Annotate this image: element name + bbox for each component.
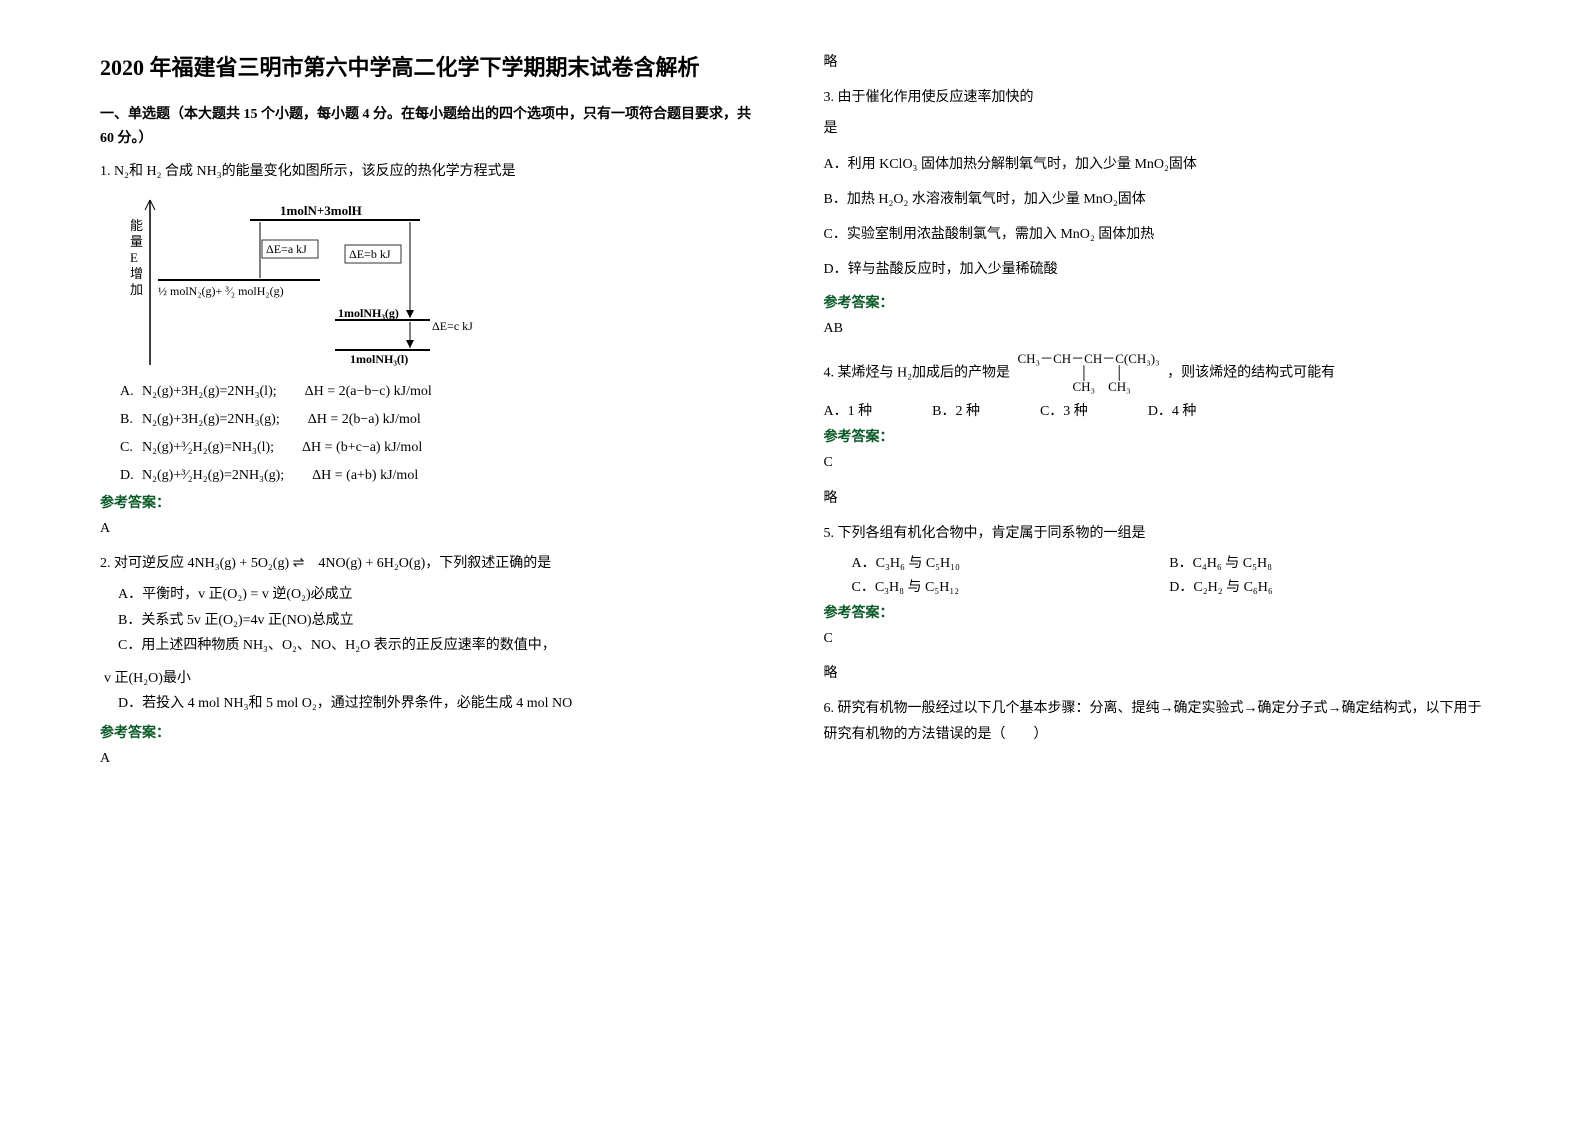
diagram-delta-a: ΔE=a kJ bbox=[266, 242, 307, 256]
q3-opt-C: C．实验室制用浓盐酸制氯气，需加入 MnO₂ 固体加热 bbox=[824, 222, 1488, 247]
q4-stem: 4. 某烯烃与 H₂加成后的产物是 CH₃－CH－CH－C(CH₃)₃ │ │ … bbox=[824, 352, 1488, 395]
right-column: 略 3. 由于催化作用使反应速率加快的 是 A．利用 KClO₃ 固体加热分解制… bbox=[824, 50, 1488, 1082]
q2-answer-label: 参考答案： bbox=[100, 722, 764, 742]
q6-stem: 6. 研究有机物一般经过以下几个基本步骤：分离、提纯→确定实验式→确定分子式→确… bbox=[824, 696, 1488, 746]
svg-text:量: 量 bbox=[130, 234, 143, 249]
q5-row2: C．C₃H₈ 与 C₅H₁₂ D．C₂H₂ 与 C₆H₆ bbox=[852, 576, 1488, 596]
q5-opt-D: D．C₂H₂ 与 C₆H₆ bbox=[1169, 576, 1487, 596]
q4-stem-pre: 4. 某烯烃与 H₂加成后的产物是 bbox=[824, 365, 1011, 380]
exam-title: 2020 年福建省三明市第六中学高二化学下学期期末试卷含解析 bbox=[100, 50, 764, 85]
q5-answer: C bbox=[824, 626, 1488, 651]
q2-opt-D: D．若投入 4 mol NH₃和 5 mol O₂，通过控制外界条件，必能生成 … bbox=[100, 691, 764, 716]
svg-text:加: 加 bbox=[130, 282, 143, 297]
q2-opt-C-cont: v 正(H₂O)最小 bbox=[100, 666, 764, 691]
q2-brief: 略 bbox=[824, 50, 1488, 75]
q5-stem: 5. 下列各组有机化合物中，肯定属于同系物的一组是 bbox=[824, 521, 1488, 546]
q5-opt-B: B．C₄H₆ 与 C₅H₈ bbox=[1169, 552, 1487, 572]
diagram-top-label: 1molN+3molH bbox=[280, 203, 362, 218]
q4-options-row: A．1 种 B．2 种 C．3 种 D．4 种 bbox=[824, 400, 1488, 420]
q4-brief: 略 bbox=[824, 486, 1488, 511]
q3-opt-B: B．加热 H₂O₂ 水溶液制氧气时，加入少量 MnO₂固体 bbox=[824, 187, 1488, 212]
left-column: 2020 年福建省三明市第六中学高二化学下学期期末试卷含解析 一、单选题（本大题… bbox=[100, 50, 764, 1082]
diagram-left-label: ½ molN₂(g)+ ³⁄₂ molH₂(g) bbox=[158, 284, 284, 298]
q2-answer: A bbox=[100, 746, 764, 771]
q1-opt-D: D.N₂(g)+³⁄₂H₂(g)=2NH₃(g); ΔH = (a+b) kJ/… bbox=[120, 464, 764, 484]
q3-stem: 3. 由于催化作用使反应速率加快的 bbox=[824, 85, 1488, 110]
q5-brief: 略 bbox=[824, 661, 1488, 686]
q4-struct-bot: CH₃ CH₃ bbox=[1072, 380, 1130, 394]
q4-opt-B: B．2 种 bbox=[932, 400, 980, 420]
q4-stem-post: ，则该烯烃的结构式可能有 bbox=[1167, 365, 1335, 380]
q3-answer-label: 参考答案： bbox=[824, 292, 1488, 312]
q2-opt-C: C．用上述四种物质 NH₃、O₂、NO、H₂O 表示的正反应速率的数值中， bbox=[100, 633, 764, 658]
svg-text:E: E bbox=[130, 250, 138, 265]
diagram-bottom-right: 1molNH₃(l) bbox=[350, 352, 408, 366]
diagram-delta-b: ΔE=b kJ bbox=[349, 247, 391, 261]
q5-opt-A: A．C₃H₆ 与 C₅H₁₀ bbox=[852, 552, 1170, 572]
diagram-delta-c: ΔE=c kJ bbox=[432, 319, 473, 333]
q5-opt-C: C．C₃H₈ 与 C₅H₁₂ bbox=[852, 576, 1170, 596]
diagram-ylabel: 能 bbox=[130, 218, 143, 233]
q4-structure: CH₃－CH－CH－C(CH₃)₃ │ │ CH₃ CH₃ bbox=[1018, 352, 1160, 395]
q1-answer-label: 参考答案： bbox=[100, 492, 764, 512]
q4-opt-A: A．1 种 bbox=[824, 400, 873, 420]
q1-opt-A: A.N₂(g)+3H₂(g)=2NH₃(l); ΔH = 2(a−b−c) kJ… bbox=[120, 380, 764, 400]
q2-opt-B: B．关系式 5v 正(O₂)=4v 正(NO)总成立 bbox=[100, 608, 764, 633]
q5-answer-label: 参考答案： bbox=[824, 602, 1488, 622]
q3-answer: AB bbox=[824, 316, 1488, 341]
q5-row1: A．C₃H₆ 与 C₅H₁₀ B．C₄H₆ 与 C₅H₈ bbox=[852, 552, 1488, 572]
q4-opt-C: C．3 种 bbox=[1040, 400, 1088, 420]
q1-opt-B: B.N₂(g)+3H₂(g)=2NH₃(g); ΔH = 2(b−a) kJ/m… bbox=[120, 408, 764, 428]
page: 2020 年福建省三明市第六中学高二化学下学期期末试卷含解析 一、单选题（本大题… bbox=[0, 0, 1587, 1122]
q4-answer: C bbox=[824, 450, 1488, 475]
q3-opt-A: A．利用 KClO₃ 固体加热分解制氧气时，加入少量 MnO₂固体 bbox=[824, 152, 1488, 177]
q2-opt-A: A．平衡时，v 正(O₂) = v 逆(O₂)必成立 bbox=[100, 582, 764, 607]
q1-answer: A bbox=[100, 516, 764, 541]
svg-text:增: 增 bbox=[130, 266, 143, 281]
q1-opt-C: C.N₂(g)+³⁄₂H₂(g)=NH₃(l); ΔH = (b+c−a) kJ… bbox=[120, 436, 764, 456]
q4-opt-D: D．4 种 bbox=[1148, 400, 1197, 420]
q3-opt-D: D．锌与盐酸反应时，加入少量稀硫酸 bbox=[824, 257, 1488, 282]
diagram-mid-right: 1molNH₃(g) bbox=[338, 306, 399, 320]
q3-stem-2: 是 bbox=[824, 116, 1488, 141]
q4-struct-top: CH₃－CH－CH－C(CH₃)₃ bbox=[1018, 351, 1160, 366]
q1-stem: 1. N₂和 H₂ 合成 NH₃的能量变化如图所示，该反应的热化学方程式是 bbox=[100, 159, 764, 184]
q2-stem: 2. 对可逆反应 4NH₃(g) + 5O₂(g) ⇌ 4NO(g) + 6H₂… bbox=[100, 551, 764, 576]
section-1-heading: 一、单选题（本大题共 15 个小题，每小题 4 分。在每小题给出的四个选项中，只… bbox=[100, 103, 764, 151]
q1-energy-diagram: 能 量 E 增 加 1molN+3molH ½ molN₂(g)+ ³⁄₂ mo… bbox=[120, 190, 500, 370]
q4-answer-label: 参考答案： bbox=[824, 426, 1488, 446]
